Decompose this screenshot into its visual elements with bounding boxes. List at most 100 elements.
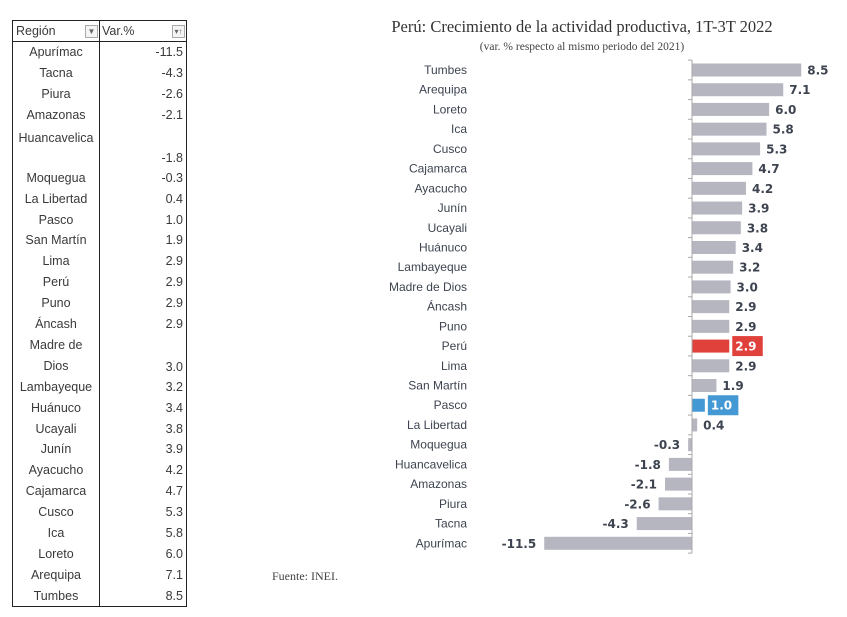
cell-region[interactable]: Ayacucho: [13, 459, 100, 481]
table-row: Arequipa 7.1: [13, 564, 186, 586]
category-label: Junín: [438, 201, 467, 215]
value-label: 1.9: [722, 379, 743, 393]
cell-region[interactable]: Puno: [13, 292, 100, 314]
cell-region[interactable]: Cusco: [13, 501, 100, 523]
cell-value[interactable]: -11.5: [155, 45, 183, 60]
category-label: Ayacucho: [415, 181, 468, 195]
cell-value[interactable]: 2.9: [165, 275, 183, 290]
cell-value[interactable]: -4.3: [161, 66, 183, 81]
cell-value[interactable]: 4.2: [165, 463, 183, 478]
bar: [692, 339, 730, 353]
cell-value[interactable]: 5.8: [165, 525, 183, 540]
value-label: 3.0: [737, 280, 758, 294]
cell-value[interactable]: 7.1: [165, 567, 183, 582]
category-label: San Martín: [408, 379, 467, 393]
value-label: -2.1: [631, 478, 657, 492]
bar: [692, 359, 730, 373]
cell-region[interactable]: Ucayali: [13, 418, 100, 439]
cell-value[interactable]: 5.3: [165, 505, 183, 520]
category-label: Amazonas: [410, 477, 467, 491]
cell-value[interactable]: 3.4: [165, 400, 183, 415]
cell-value[interactable]: -1.8: [161, 151, 183, 166]
chart-source: Fuente: INEI.: [272, 569, 338, 583]
cell-region[interactable]: Junín: [13, 438, 100, 460]
cell-region[interactable]: San Martín: [13, 230, 100, 251]
cell-value[interactable]: 3.0: [165, 360, 183, 375]
cell-region[interactable]: Loreto: [13, 543, 100, 565]
cell-region[interactable]: La Libertad: [13, 188, 100, 210]
cell-value[interactable]: 4.7: [165, 484, 183, 499]
cell-region[interactable]: Amazonas: [13, 104, 100, 126]
table-row: Ica 5.8: [13, 522, 186, 544]
cell-region[interactable]: Huancavelica: [13, 125, 100, 168]
bar: [692, 319, 730, 333]
sort-ascending-icon[interactable]: ▾↑: [172, 24, 185, 38]
cell-region[interactable]: Tumbes: [13, 585, 100, 607]
bar: [692, 181, 746, 195]
cell-region[interactable]: Ica: [13, 522, 100, 544]
table-row: Cusco 5.3: [13, 501, 186, 523]
cell-value[interactable]: 2.9: [165, 296, 183, 311]
dropdown-filter-icon[interactable]: ▼: [85, 24, 98, 38]
cell-region[interactable]: Moquegua: [13, 167, 100, 189]
value-label: 0.4: [703, 418, 724, 432]
value-label: 3.8: [747, 221, 768, 235]
cell-value[interactable]: 1.9: [165, 233, 183, 248]
table-row: Lima 2.9: [13, 250, 186, 272]
value-label: 4.7: [758, 162, 779, 176]
category-label: Apurímac: [416, 536, 467, 550]
table-row: Pasco 1.0: [13, 209, 186, 231]
category-label: Piura: [439, 497, 467, 511]
cell-value[interactable]: 3.2: [165, 379, 183, 394]
value-label: -4.3: [602, 517, 628, 531]
bar: [692, 379, 717, 393]
cell-value[interactable]: 1.0: [165, 212, 183, 227]
bar: [692, 260, 734, 274]
table-row: Puno 2.9: [13, 292, 186, 314]
cell-value[interactable]: 6.0: [165, 546, 183, 561]
cell-region[interactable]: Huánuco: [13, 397, 100, 419]
table-row: San Martín 1.9: [13, 230, 186, 251]
category-label: Ucayali: [428, 221, 467, 235]
table-row: Amazonas -2.1: [13, 104, 186, 126]
cell-value[interactable]: 0.4: [165, 191, 183, 206]
category-label: Huánuco: [419, 240, 467, 254]
cell-region[interactable]: Piura: [13, 83, 100, 105]
cell-region[interactable]: Pasco: [13, 209, 100, 231]
cell-region[interactable]: Tacna: [13, 62, 100, 84]
value-label: 7.1: [789, 83, 810, 97]
category-label: Huancavelica: [395, 457, 467, 471]
cell-value[interactable]: -2.6: [161, 87, 183, 102]
bar: [692, 201, 743, 215]
cell-region[interactable]: Cajamarca: [13, 480, 100, 502]
cell-value[interactable]: 2.9: [165, 254, 183, 269]
table-row: Cajamarca 4.7: [13, 480, 186, 502]
cell-region[interactable]: Lima: [13, 250, 100, 272]
cell-region[interactable]: Madre de Dios: [13, 334, 100, 377]
category-label: Ica: [451, 122, 467, 136]
table-row: Loreto 6.0: [13, 543, 186, 565]
cell-value[interactable]: 2.9: [165, 317, 183, 332]
value-label-bg: [707, 395, 739, 416]
cell-region[interactable]: Apurímac: [13, 42, 100, 63]
cell-region[interactable]: Lambayeque: [13, 376, 100, 398]
category-label: Cajamarca: [409, 162, 467, 176]
category-label: Puno: [439, 319, 467, 333]
header-region[interactable]: Región ▼: [13, 21, 100, 41]
cell-region[interactable]: Áncash: [13, 313, 100, 335]
header-var-label: Var.%: [102, 24, 135, 38]
value-label-bg: [732, 336, 763, 357]
cell-value[interactable]: 8.5: [165, 588, 183, 603]
category-label: Madre de Dios: [389, 280, 467, 294]
category-label: Tacna: [435, 517, 467, 531]
cell-value[interactable]: 3.8: [165, 421, 183, 436]
value-label: 2.9: [735, 340, 756, 354]
header-var[interactable]: Var.% ▾↑: [100, 21, 186, 41]
cell-value[interactable]: -2.1: [161, 108, 183, 123]
cell-region[interactable]: Perú: [13, 271, 100, 293]
cell-region[interactable]: Arequipa: [13, 564, 100, 586]
value-label: -11.5: [502, 537, 537, 551]
cell-value[interactable]: -0.3: [161, 170, 183, 185]
cell-value[interactable]: 3.9: [165, 442, 183, 457]
